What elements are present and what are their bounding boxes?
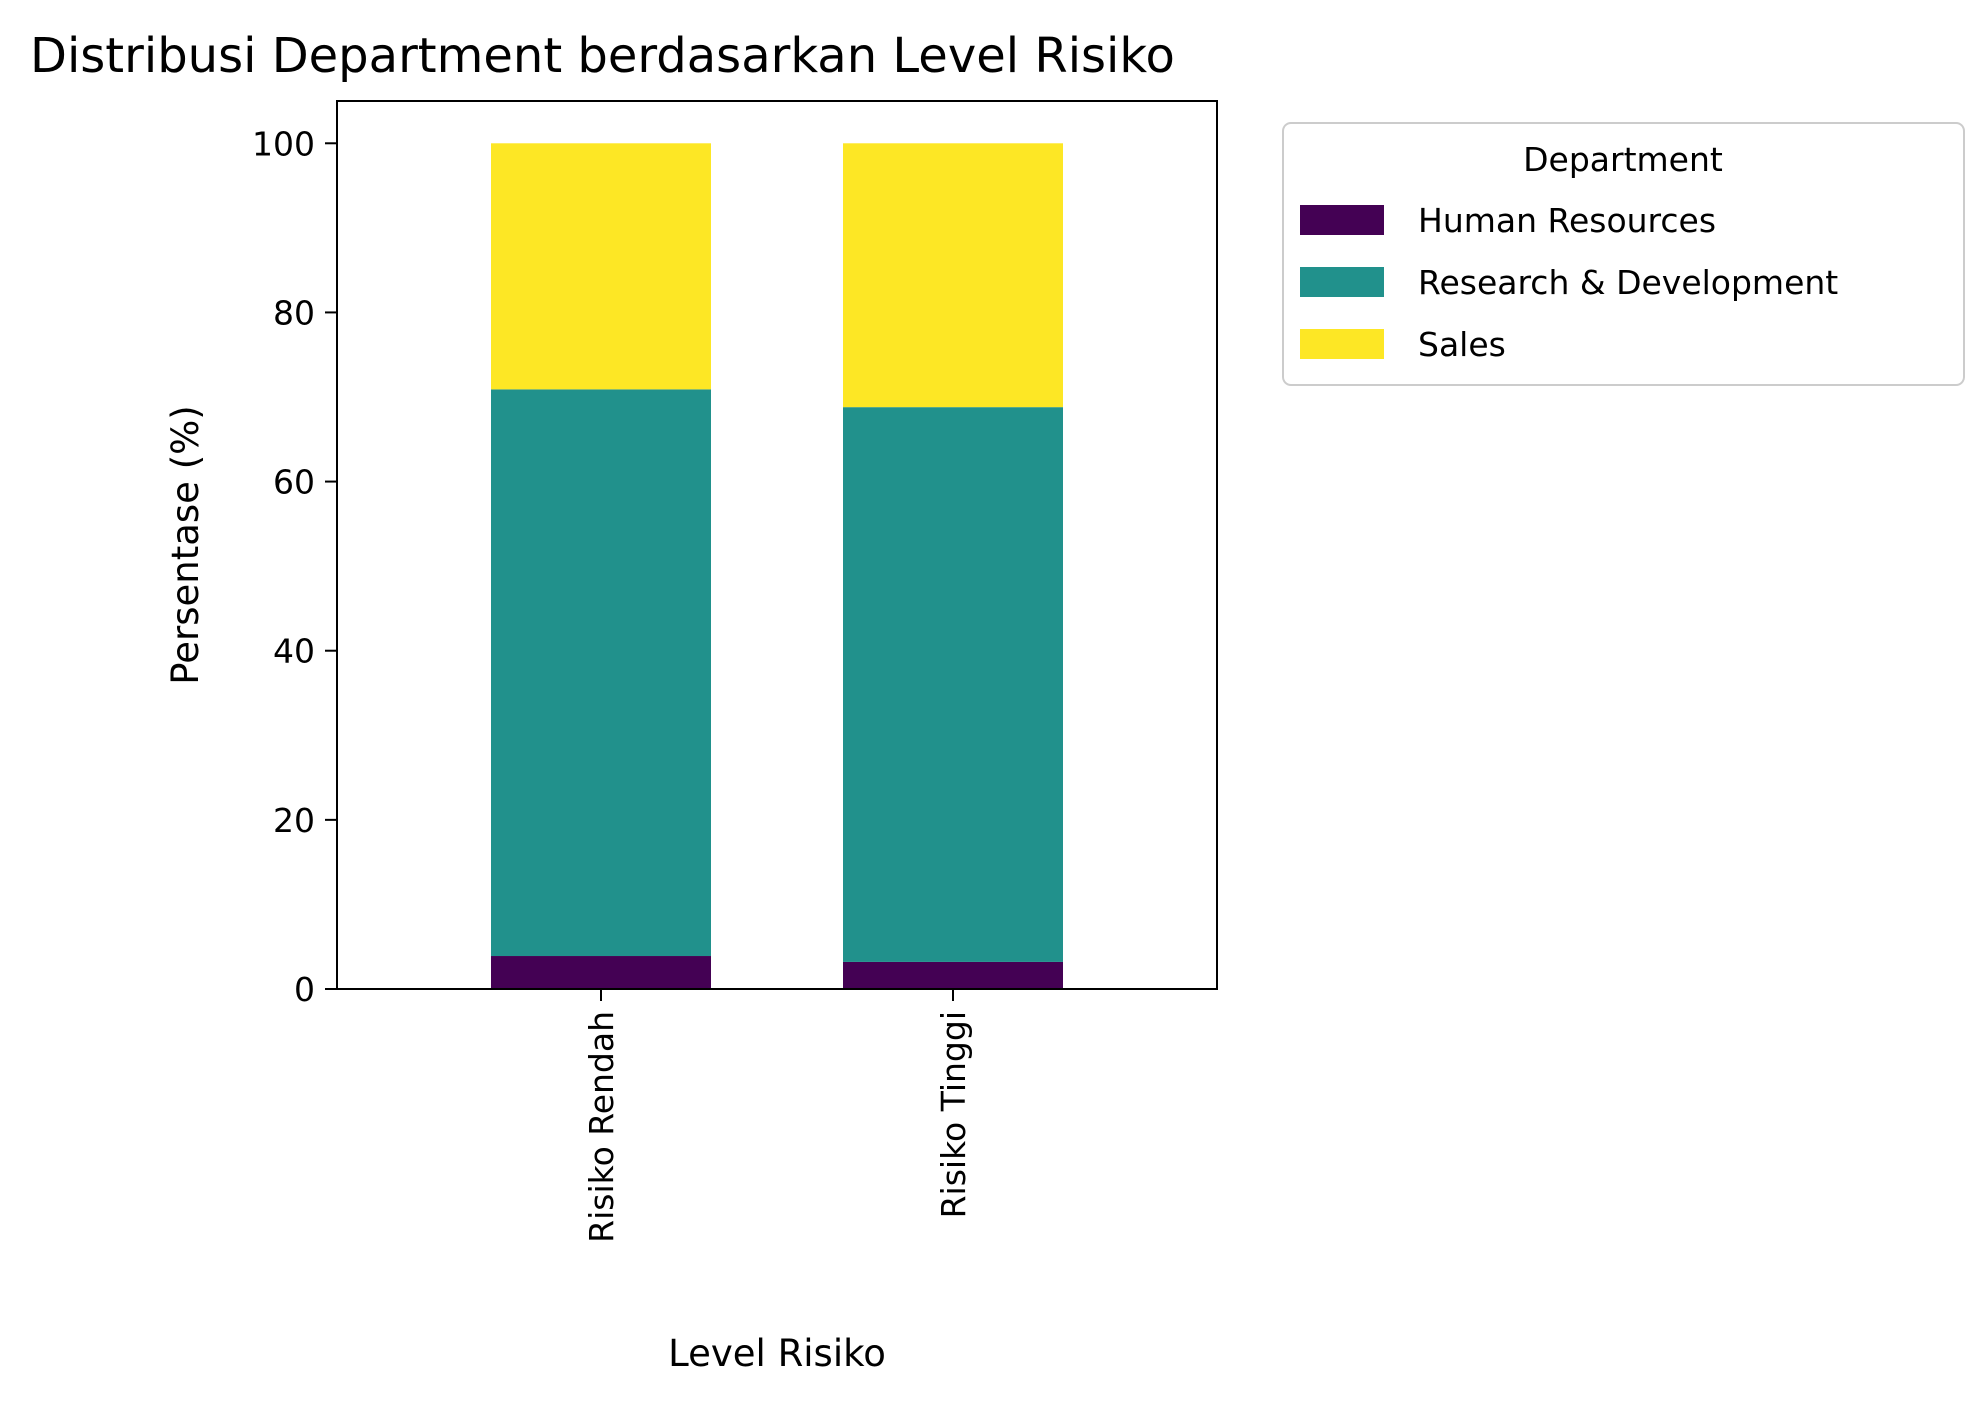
legend-swatch-sales [1300,329,1384,359]
y-tick-label: 60 [273,463,315,502]
bar-rnd-1 [843,407,1063,962]
bar-rnd-0 [491,389,711,957]
y-tick-label: 40 [273,632,315,671]
plot-frame [336,100,1218,990]
y-axis-label: Persentase (%) [164,405,207,684]
bar-hr-1 [843,961,1063,989]
legend-items: Human Resources Research & Development Sal… [1300,201,1838,364]
y-tick-label: 80 [273,293,315,332]
legend-title: Department [1523,140,1723,179]
bar-sales-0 [491,143,711,390]
x-axis-label: Level Risiko [668,1332,886,1375]
y-tick-label: 0 [294,970,315,1009]
y-tick-label: 100 [252,124,315,163]
legend-frame [1282,122,1965,386]
legend-swatch-research-development [1300,267,1384,297]
legend-label-human-resources: Human Resources [1418,201,1716,240]
y-tick-label: 20 [273,801,315,840]
bar-hr-0 [491,956,711,989]
y-axis: 0 20 40 60 80 100 [252,124,337,1009]
legend: Department Human Resources Research & Dev… [1282,122,1965,386]
bars [491,143,1063,989]
legend-label-research-development: Research & Development [1418,263,1838,302]
x-tick-label: Risiko Rendah [582,1011,621,1243]
legend-swatch-human-resources [1300,205,1384,235]
chart-title: Distribusi Department berdasarkan Level … [30,28,1175,84]
legend-label-sales: Sales [1418,325,1506,364]
bar-sales-1 [843,143,1063,408]
x-axis: Risiko Rendah Risiko Tinggi [582,989,973,1243]
x-tick-label: Risiko Tinggi [934,1011,973,1218]
